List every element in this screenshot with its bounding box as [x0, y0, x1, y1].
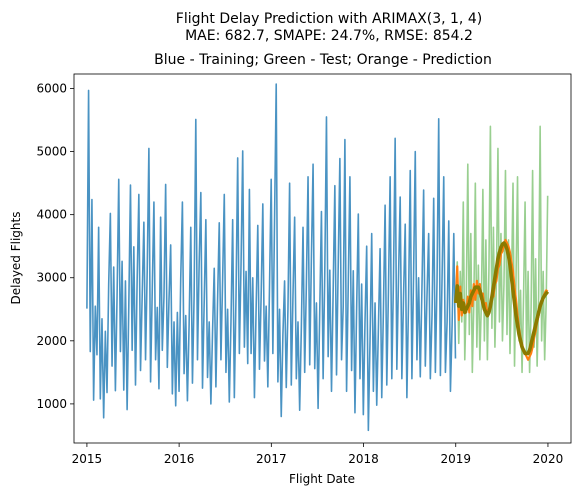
chart-subtitle: Blue - Training; Green - Test; Orange - … — [154, 52, 492, 68]
y-tick-label: 4000 — [36, 208, 67, 222]
y-axis-label: Delayed Flights — [9, 212, 23, 305]
x-tick-label: 2020 — [533, 452, 564, 466]
x-tick-label: 2016 — [164, 452, 195, 466]
chart-title-line1: Flight Delay Prediction with ARIMAX(3, 1… — [176, 11, 482, 27]
y-tick-label: 2000 — [36, 334, 67, 348]
y-tick-label: 1000 — [36, 397, 67, 411]
x-axis-label: Flight Date — [289, 472, 355, 486]
x-tick-label: 2017 — [256, 452, 287, 466]
y-tick-label: 3000 — [36, 271, 67, 285]
x-axis: 2015 2016 2017 2018 2019 2020 — [72, 443, 564, 466]
series-line-1 — [86, 83, 457, 432]
y-tick-label: 6000 — [36, 82, 67, 96]
plot-frame — [73, 73, 572, 444]
y-axis: 1000 2000 3000 4000 5000 6000 — [36, 82, 74, 411]
series-line-2 — [454, 125, 549, 374]
x-tick-label: 2015 — [72, 452, 103, 466]
series-layer — [86, 83, 550, 432]
x-tick-label: 2019 — [440, 452, 471, 466]
x-tick-label: 2018 — [348, 452, 379, 466]
series-line-4 — [453, 241, 550, 356]
chart-title-line2: MAE: 682.7, SMAPE: 24.7%, RMSE: 854.2 — [185, 28, 473, 44]
y-tick-label: 5000 — [36, 145, 67, 159]
